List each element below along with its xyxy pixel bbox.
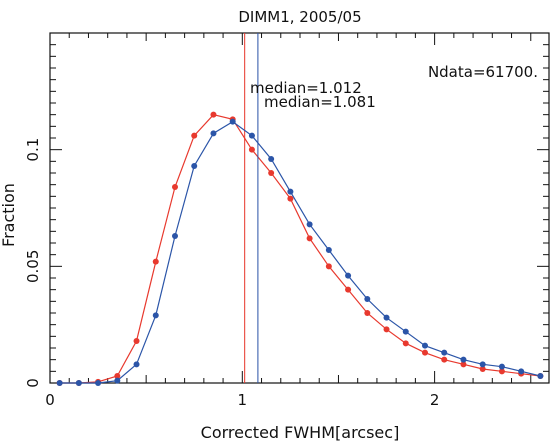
chart-title: DIMM1, 2005/05 — [238, 8, 361, 26]
series-layer — [56, 33, 544, 386]
axis-ticks: 0 1 2 0 0.05 0.1 — [24, 33, 549, 409]
series-1 — [56, 33, 544, 386]
data-point — [383, 326, 390, 333]
data-point — [345, 272, 352, 279]
data-point — [402, 328, 409, 335]
data-point — [345, 286, 352, 293]
data-point — [287, 195, 294, 202]
data-point — [460, 356, 467, 363]
data-point — [56, 380, 63, 386]
data-point — [306, 235, 313, 242]
data-point — [114, 373, 121, 379]
data-point — [422, 342, 428, 349]
data-point — [248, 132, 255, 139]
data-point — [248, 146, 255, 153]
data-point — [114, 377, 121, 384]
data-point — [152, 312, 159, 319]
data-point — [460, 361, 467, 368]
data-point — [75, 380, 82, 386]
data-point — [537, 373, 544, 379]
data-point — [498, 363, 505, 370]
data-point — [210, 130, 217, 137]
data-point — [152, 258, 159, 265]
data-point — [441, 356, 448, 363]
data-point — [268, 156, 275, 162]
data-point — [402, 340, 409, 347]
data-point — [287, 188, 294, 195]
y-axis-label: Fraction — [0, 183, 18, 247]
data-point — [210, 111, 217, 118]
y-tick-label: 0.05 — [24, 250, 42, 283]
data-point — [133, 338, 140, 344]
data-point — [325, 263, 332, 270]
series-line — [59, 114, 541, 384]
data-point — [364, 310, 371, 316]
ndata-annotation: Ndata=61700. — [428, 63, 538, 81]
series-line — [59, 120, 541, 384]
data-point — [306, 221, 313, 228]
y-tick-label: 0.1 — [24, 138, 42, 162]
x-tick-label: 0 — [45, 391, 55, 409]
data-point — [422, 349, 428, 356]
median-label-red: median=1.012 — [250, 79, 362, 97]
data-point — [191, 132, 198, 139]
data-point — [172, 233, 178, 239]
data-point — [268, 170, 275, 176]
data-point — [498, 368, 505, 375]
data-point — [191, 163, 198, 169]
x-axis-label: Corrected FWHM[arcsec] — [201, 423, 400, 442]
x-tick-label: 2 — [430, 391, 440, 409]
data-point — [172, 184, 178, 190]
y-tick-label: 0 — [24, 378, 42, 388]
data-point — [364, 296, 371, 302]
data-point — [479, 366, 486, 372]
data-point — [441, 349, 448, 356]
data-point — [383, 314, 390, 321]
data-point — [95, 380, 102, 386]
data-point — [325, 247, 332, 253]
data-point — [133, 361, 140, 368]
data-point — [518, 368, 525, 375]
x-tick-label: 1 — [238, 391, 248, 409]
median-label-blue: median=1.081 — [264, 93, 376, 111]
data-point — [479, 361, 486, 368]
data-point — [229, 118, 236, 125]
